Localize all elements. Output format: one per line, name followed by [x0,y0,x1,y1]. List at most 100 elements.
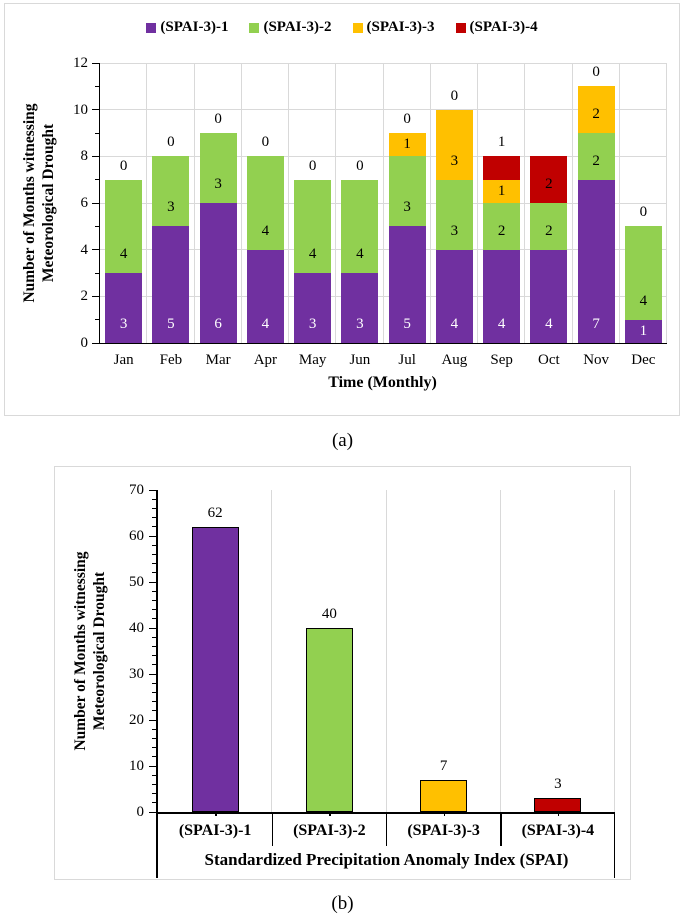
y-major-tick [149,811,156,813]
y-major-tick [92,62,99,64]
gridline-v [335,63,337,343]
segment-label: 2 [497,222,506,239]
y-minor-tick [152,609,156,611]
y-major-tick [149,627,156,629]
bar-segment-jun [341,179,379,273]
bar-top-label: 0 [639,204,648,221]
segment-label: 3 [119,316,128,332]
y-minor-tick [152,756,156,758]
gridline-v [618,63,620,343]
spai4-swatch-icon [455,22,466,33]
bar-top-label: 0 [356,157,364,174]
segment-label: 1 [639,322,648,339]
x-category-label-2: (SPAI-3)-2 [293,822,366,839]
gridline-v [477,63,478,343]
segment-label: 2 [592,106,600,122]
segment-label: 3 [450,152,459,169]
gridline-v [193,63,195,343]
y-minor-tick [152,526,156,528]
legend-label-spai4: (SPAI-3)-4 [469,19,538,35]
bar-segment-nov [577,86,615,133]
x-category-label-1: (SPAI-3)-1 [178,822,252,839]
bar-segment-jul [388,156,426,227]
y-major-tick [92,295,99,297]
gridline-v [666,63,667,343]
y-minor-tick [152,498,156,500]
y-minor-tick [95,272,99,274]
bar-value-label: 62 [207,504,223,521]
y-minor-tick [152,618,156,620]
segment-label: 4 [639,292,648,309]
bar-segment-sep [483,203,521,250]
bar-top-label: 0 [450,87,459,104]
x-tick-label-apr: Apr [253,352,278,368]
bar-segment-mar [199,203,237,343]
x-category-label-3: (SPAI-3)-3 [407,822,480,839]
x-tick-label-jun: Jun [349,352,371,368]
chart-b-y-axis-title: Number of Months witnessing Meteorologic… [72,551,109,751]
y-minor-tick [152,691,156,693]
bar-segment-apr [246,156,284,250]
y-major-tick [92,342,99,344]
x-center-tick [215,812,217,816]
chart-a-panel: (SPAI-3)-1 (SPAI-3)-2 (SPAI-3)-3 (SPAI-3… [4,3,680,416]
bar-top-label: 0 [261,134,270,151]
y-tick-label: 2 [80,288,89,305]
total-bar-1 [191,526,239,812]
gridline-h [100,109,667,111]
bar-segment-aug [435,109,473,180]
y-minor-tick [152,655,156,657]
bar-segment-feb [152,156,190,227]
y-tick-label: 50 [129,574,144,590]
bar-segment-jul [388,133,426,157]
segment-label: 5 [167,316,175,332]
chart-a-x-axis-title: Time (Monthly) [328,374,437,391]
segment-label: 3 [356,316,364,332]
spai3-swatch-icon [352,22,363,33]
segment-label: 4 [356,246,364,262]
segment-label: 4 [497,316,506,332]
gridline-v [271,490,273,812]
gridline-v [524,63,526,343]
legend-label-spai2: (SPAI-3)-2 [263,19,332,35]
bar-segment-jun [341,273,379,343]
bar-segment-jul [388,226,426,343]
total-bar-3 [420,779,468,812]
gridline-v [240,63,242,343]
y-tick-label: 10 [129,758,144,774]
segment-label: 3 [450,222,459,239]
segment-label: 4 [450,316,459,332]
bar-segment-may [294,273,332,343]
gridline-v [614,490,615,812]
bar-segment-aug [435,249,473,343]
y-minor-tick [95,85,99,87]
x-center-tick [443,812,446,816]
bar-segment-oct [530,156,568,203]
segment-label: 3 [308,316,317,332]
x-tick-label-may: May [298,352,327,368]
y-major-tick [92,109,99,111]
y-minor-tick [152,636,156,638]
bar-segment-oct [530,249,568,343]
y-minor-tick [152,747,156,749]
segment-label: 4 [261,222,270,239]
x-tick-label-aug: Aug [441,352,468,368]
caption-b: (b) [331,893,354,914]
bar-top-label: 0 [403,111,411,127]
y-minor-tick [152,710,156,712]
y-minor-tick [152,553,156,555]
y-minor-tick [152,590,156,592]
y-tick-label: 10 [73,101,88,118]
chart-a-plot-area: 0 2 4 6 8 10 12 3 4 0 Jan 5 3 0 Feb 6 3 0 Mar 4 4 0 Apr 3 4 0 May 3… [73,55,667,368]
bar-segment-nov [577,133,615,180]
bar-segment-sep [483,179,521,203]
gridline-v [382,63,384,343]
bar-segment-dec [624,226,662,320]
y-minor-tick [152,645,156,647]
bar-segment-jan [105,273,143,343]
y-minor-tick [152,701,156,703]
legend: (SPAI-3)-1 (SPAI-3)-2 (SPAI-3)-3 (SPAI-3… [5,20,679,35]
segment-label: 4 [545,316,553,332]
gridline-h [100,202,667,204]
